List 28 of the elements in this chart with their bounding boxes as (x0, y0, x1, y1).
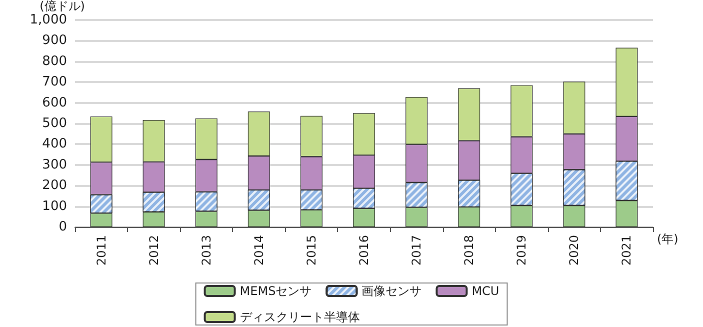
y-tick-label: 200 (42, 178, 67, 194)
legend-label: MEMSセンサ (240, 284, 312, 298)
y-tick-label: 800 (42, 54, 67, 69)
y-tick-label: 900 (42, 33, 67, 48)
legend-label: 画像センサ (362, 284, 422, 298)
y-tick-label: 0 (58, 220, 67, 234)
legend-label: MCU (472, 284, 500, 298)
y-tick-label: 500 (42, 116, 67, 131)
x-axis-title: (年) (657, 232, 678, 246)
y-tick-label: 100 (42, 198, 67, 214)
y-axis-title: (億ドル) (40, 0, 85, 13)
y-tick-label: 700 (42, 74, 67, 90)
x-tick-label: 2013 (199, 235, 214, 266)
x-tick-label: 2016 (357, 235, 371, 266)
x-tick-label: 2020 (567, 235, 582, 266)
x-tick-label: 2012 (146, 235, 161, 266)
y-tick-label: 1,000 (30, 12, 67, 28)
y-tick-label: 600 (42, 95, 67, 110)
x-tick-label: 2021 (620, 235, 634, 266)
x-tick-label: 2014 (252, 235, 266, 266)
x-tick-label: 2019 (514, 235, 529, 266)
x-tick-label: 2011 (94, 235, 108, 266)
y-tick-label: 300 (42, 157, 67, 172)
x-tick-label: 2015 (304, 235, 318, 266)
y-tick-label: 400 (42, 136, 67, 152)
x-tick-label: 2017 (410, 235, 424, 266)
legend-label: ディスクリート半導体 (240, 310, 360, 324)
x-tick-label: 2018 (462, 235, 476, 266)
